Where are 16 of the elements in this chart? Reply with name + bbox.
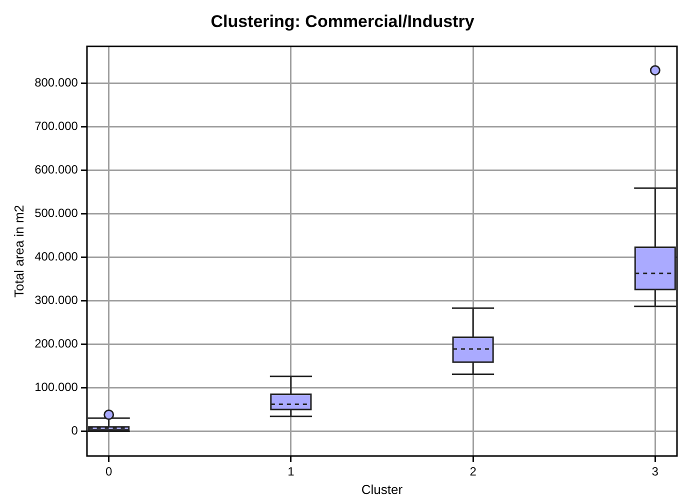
y-tick-label: 0 <box>71 424 78 438</box>
x-tick-label: 3 <box>652 464 659 479</box>
y-tick-label: 200.000 <box>34 336 78 351</box>
y-tick-label: 700.000 <box>34 119 78 134</box>
y-tick-label: 800.000 <box>34 76 78 90</box>
x-tick-label: 0 <box>105 464 112 479</box>
y-tick-label: 100.000 <box>34 380 78 394</box>
y-tick-label: 600.000 <box>34 162 78 177</box>
x-tick-label: 1 <box>288 464 295 479</box>
x-tick-label: 2 <box>470 464 477 479</box>
y-axis-title: Total area in m2 <box>11 204 26 298</box>
y-tick-label: 300.000 <box>34 293 78 308</box>
chart-title: Clustering: Commercial/Industry <box>210 12 475 31</box>
x-axis-title: Cluster <box>361 482 404 497</box>
y-tick-label: 500.000 <box>34 206 78 220</box>
y-tick-label: 400.000 <box>34 250 78 264</box>
